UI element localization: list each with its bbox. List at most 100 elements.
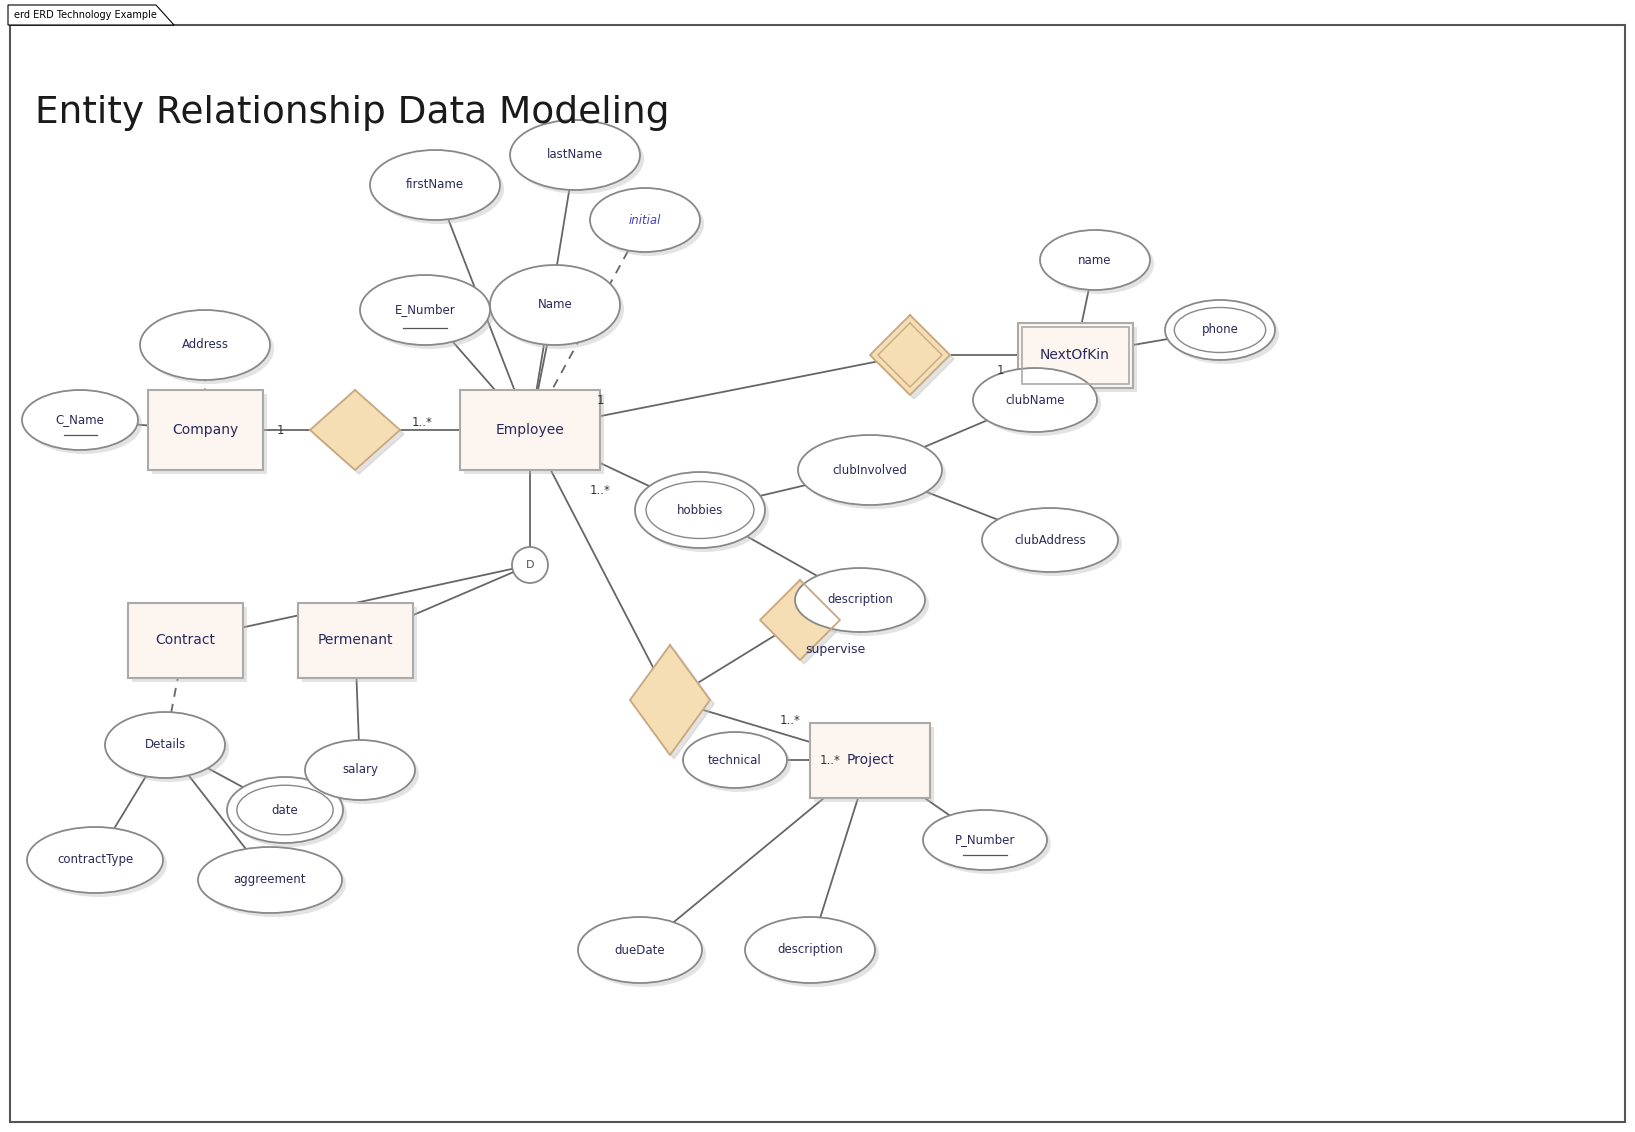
Text: 1..*: 1..*	[780, 713, 801, 727]
Text: hobbies: hobbies	[677, 504, 723, 516]
Text: Details: Details	[144, 738, 186, 752]
Ellipse shape	[924, 811, 1046, 871]
Ellipse shape	[582, 921, 706, 987]
Text: clubInvolved: clubInvolved	[832, 463, 907, 477]
Text: Employee: Employee	[495, 423, 564, 437]
Text: clubAddress: clubAddress	[1014, 533, 1086, 547]
Ellipse shape	[1169, 305, 1279, 365]
Ellipse shape	[594, 192, 705, 256]
Ellipse shape	[231, 781, 347, 847]
Text: supervise: supervise	[804, 643, 865, 657]
Ellipse shape	[1040, 230, 1149, 290]
Ellipse shape	[31, 831, 167, 897]
Text: salary: salary	[342, 763, 378, 777]
FancyBboxPatch shape	[301, 607, 417, 681]
FancyBboxPatch shape	[131, 607, 247, 681]
Ellipse shape	[237, 786, 334, 834]
FancyBboxPatch shape	[152, 394, 267, 474]
FancyBboxPatch shape	[809, 722, 930, 798]
Ellipse shape	[634, 472, 765, 548]
Text: contractType: contractType	[57, 854, 132, 866]
Text: Project: Project	[847, 753, 894, 767]
Ellipse shape	[983, 508, 1118, 572]
Text: date: date	[271, 804, 298, 816]
Ellipse shape	[494, 269, 625, 349]
Text: initial: initial	[629, 214, 661, 226]
Polygon shape	[875, 319, 953, 398]
Text: D: D	[526, 560, 535, 571]
Text: Address: Address	[181, 338, 229, 352]
Ellipse shape	[28, 827, 164, 893]
Ellipse shape	[683, 732, 786, 788]
Ellipse shape	[365, 278, 494, 349]
Text: Contract: Contract	[155, 633, 214, 648]
Ellipse shape	[110, 717, 229, 782]
Ellipse shape	[374, 154, 504, 224]
Ellipse shape	[21, 391, 137, 451]
Ellipse shape	[746, 917, 875, 983]
Ellipse shape	[510, 120, 639, 190]
Text: description: description	[827, 593, 893, 607]
Ellipse shape	[203, 851, 347, 917]
FancyBboxPatch shape	[814, 727, 934, 801]
Ellipse shape	[309, 744, 419, 804]
FancyBboxPatch shape	[298, 602, 412, 677]
Ellipse shape	[973, 368, 1097, 432]
Ellipse shape	[198, 847, 342, 914]
Ellipse shape	[1174, 308, 1265, 352]
Ellipse shape	[978, 372, 1100, 436]
Ellipse shape	[579, 917, 701, 983]
Text: phone: phone	[1202, 324, 1238, 336]
Text: C_Name: C_Name	[56, 413, 105, 427]
Ellipse shape	[687, 736, 791, 792]
Ellipse shape	[144, 314, 275, 384]
Ellipse shape	[490, 265, 620, 345]
Text: description: description	[777, 943, 844, 957]
Ellipse shape	[590, 188, 700, 252]
Ellipse shape	[986, 512, 1122, 576]
Polygon shape	[311, 391, 401, 470]
FancyBboxPatch shape	[128, 602, 242, 677]
Text: Name: Name	[538, 299, 572, 311]
Text: erd ERD Technology Example: erd ERD Technology Example	[15, 10, 157, 20]
Ellipse shape	[795, 568, 925, 632]
Ellipse shape	[798, 435, 942, 505]
Polygon shape	[314, 394, 404, 474]
Text: technical: technical	[708, 754, 762, 766]
Text: clubName: clubName	[1006, 394, 1064, 406]
Text: 1: 1	[597, 394, 603, 406]
Ellipse shape	[749, 921, 880, 987]
Text: dueDate: dueDate	[615, 943, 665, 957]
FancyBboxPatch shape	[464, 394, 603, 474]
FancyBboxPatch shape	[147, 391, 263, 470]
Ellipse shape	[800, 572, 929, 636]
Ellipse shape	[803, 439, 947, 509]
Text: 1..*: 1..*	[819, 754, 840, 766]
Ellipse shape	[370, 151, 500, 220]
Circle shape	[512, 547, 548, 583]
Ellipse shape	[1166, 300, 1275, 360]
Text: name: name	[1077, 254, 1112, 266]
Polygon shape	[8, 5, 173, 25]
Ellipse shape	[141, 310, 270, 380]
Text: aggreement: aggreement	[234, 874, 306, 886]
Ellipse shape	[227, 777, 343, 843]
Text: Company: Company	[172, 423, 239, 437]
Polygon shape	[764, 584, 844, 664]
Text: E_Number: E_Number	[394, 303, 456, 317]
Text: 1..*: 1..*	[412, 417, 432, 429]
Text: P_Number: P_Number	[955, 833, 1015, 847]
Ellipse shape	[513, 125, 644, 194]
Polygon shape	[629, 645, 710, 755]
Ellipse shape	[360, 275, 490, 345]
Polygon shape	[870, 315, 950, 395]
Text: 1: 1	[996, 363, 1004, 377]
Text: NextOfKin: NextOfKin	[1040, 348, 1110, 362]
FancyBboxPatch shape	[1017, 323, 1133, 387]
Ellipse shape	[1045, 234, 1154, 294]
FancyBboxPatch shape	[1022, 326, 1136, 392]
Ellipse shape	[105, 712, 226, 778]
Ellipse shape	[646, 481, 754, 539]
Text: Permenant: Permenant	[317, 633, 392, 648]
Ellipse shape	[927, 814, 1051, 874]
